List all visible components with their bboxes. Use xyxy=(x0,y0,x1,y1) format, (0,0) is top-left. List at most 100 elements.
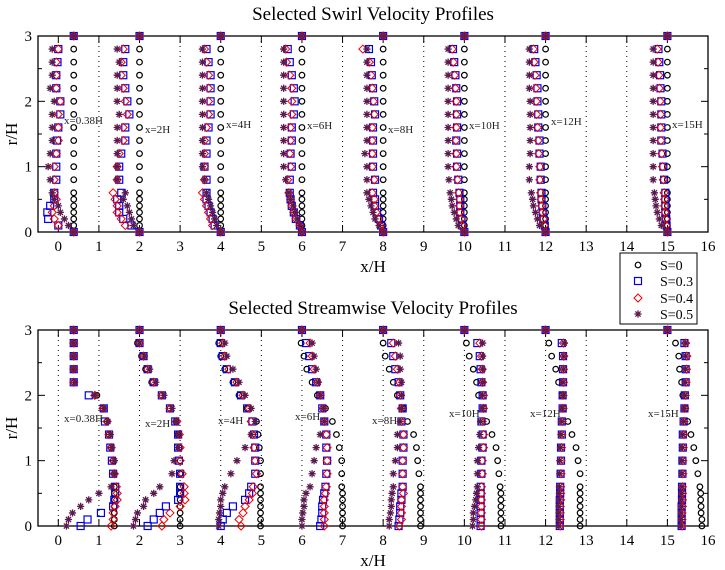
diamond-marker xyxy=(318,403,328,414)
diamond-marker xyxy=(396,508,407,518)
circle-marker xyxy=(70,195,78,203)
diamond-marker xyxy=(396,403,407,414)
asterisk-marker xyxy=(285,189,293,197)
square-marker xyxy=(206,110,215,119)
square-marker xyxy=(285,58,294,67)
circle-marker xyxy=(542,150,549,158)
diamond-marker xyxy=(367,148,377,159)
asterisk-marker xyxy=(60,215,68,223)
diamond-marker xyxy=(448,57,459,67)
diamond-marker xyxy=(476,495,487,505)
square-marker xyxy=(534,110,543,119)
asterisk-marker xyxy=(125,208,133,216)
asterisk-marker xyxy=(477,417,485,426)
asterisk-marker xyxy=(316,391,324,399)
circle-marker xyxy=(339,509,346,517)
asterisk-marker xyxy=(298,228,306,236)
diamond-marker xyxy=(398,442,409,453)
circle-marker xyxy=(663,45,671,53)
y-tick-label: 0 xyxy=(25,225,33,241)
asterisk-marker xyxy=(387,496,395,504)
circle-marker xyxy=(694,470,702,478)
x-tick-label: 4 xyxy=(217,239,225,255)
legend-asterisk-marker xyxy=(634,310,642,318)
asterisk-marker xyxy=(363,123,371,132)
diamond-marker xyxy=(112,175,122,185)
circle-marker xyxy=(460,163,468,171)
asterisk-marker xyxy=(468,522,477,530)
circle-marker xyxy=(379,137,387,144)
diamond-marker xyxy=(285,70,295,80)
diamond-marker xyxy=(540,325,551,335)
x-tick-label: 4 xyxy=(217,533,225,549)
asterisk-marker xyxy=(397,378,406,386)
asterisk-marker xyxy=(682,352,690,360)
diamond-marker xyxy=(477,377,488,387)
asterisk-marker xyxy=(198,123,207,132)
circle-marker xyxy=(379,195,387,203)
square-marker xyxy=(251,469,260,478)
asterisk-marker xyxy=(289,202,297,210)
diamond-marker xyxy=(558,390,568,401)
x-tick-label: 10 xyxy=(457,239,472,255)
diamond-marker xyxy=(536,201,547,211)
asterisk-marker xyxy=(217,326,225,334)
diamond-marker xyxy=(537,207,548,218)
circle-marker xyxy=(70,208,78,216)
asterisk-marker xyxy=(472,496,480,504)
circle-marker xyxy=(136,163,143,171)
diamond-marker xyxy=(536,194,546,205)
diamond-marker xyxy=(459,31,470,41)
diamond-marker xyxy=(69,227,79,237)
asterisk-marker xyxy=(221,483,229,491)
legend-label-s04: S=0.4 xyxy=(660,292,693,307)
circle-marker xyxy=(338,483,346,491)
circle-marker xyxy=(217,124,225,131)
asterisk-marker xyxy=(314,378,322,386)
station-profile xyxy=(525,31,551,237)
circle-marker xyxy=(542,58,549,66)
diamond-marker xyxy=(680,338,691,348)
asterisk-marker xyxy=(469,509,477,517)
square-marker xyxy=(123,97,132,106)
circle-marker xyxy=(492,444,500,452)
asterisk-marker xyxy=(170,457,178,465)
legend-circle-marker xyxy=(634,261,642,269)
asterisk-marker xyxy=(46,150,54,158)
asterisk-marker xyxy=(300,502,308,510)
x-tick-label: 9 xyxy=(420,239,428,255)
circle-marker xyxy=(136,124,143,131)
diamond-marker xyxy=(110,194,120,205)
asterisk-marker xyxy=(115,58,123,66)
diamond-marker xyxy=(680,403,690,414)
asterisk-marker xyxy=(70,228,78,236)
diamond-marker xyxy=(297,31,307,41)
y-tick-label: 2 xyxy=(25,388,33,404)
circle-marker xyxy=(217,58,225,66)
asterisk-marker xyxy=(388,489,396,497)
diamond-marker xyxy=(216,227,226,237)
asterisk-marker xyxy=(135,32,144,40)
asterisk-marker xyxy=(394,339,403,347)
circle-marker xyxy=(698,522,706,530)
diamond-marker xyxy=(118,135,128,146)
circle-marker xyxy=(568,431,576,438)
diamond-marker xyxy=(175,501,185,512)
diamond-marker xyxy=(106,521,116,531)
circle-marker xyxy=(542,163,549,171)
asterisk-marker xyxy=(70,352,78,360)
square-marker xyxy=(161,502,171,511)
diamond-marker xyxy=(659,188,669,198)
asterisk-marker xyxy=(479,365,487,373)
station-profile xyxy=(129,325,190,531)
square-marker xyxy=(143,521,152,531)
square-marker xyxy=(289,84,298,93)
asterisk-marker xyxy=(298,515,306,524)
square-marker xyxy=(532,71,541,80)
asterisk-marker xyxy=(444,150,452,158)
diamond-marker xyxy=(203,96,214,107)
asterisk-marker xyxy=(653,208,661,216)
circle-marker xyxy=(676,365,683,373)
asterisk-marker xyxy=(649,123,657,132)
diamond-marker xyxy=(109,469,120,479)
